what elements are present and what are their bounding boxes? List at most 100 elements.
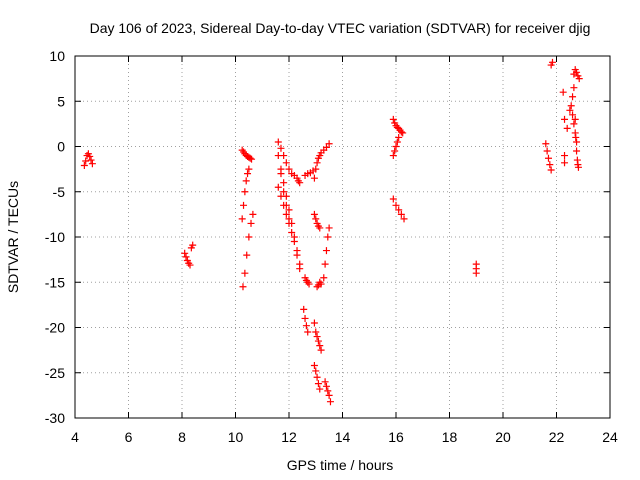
x-tick-label: 10 <box>228 429 244 445</box>
data-point <box>569 93 577 101</box>
grid-layer <box>75 56 610 418</box>
y-tick-label: -30 <box>45 410 65 426</box>
y-tick-label: -15 <box>45 274 65 290</box>
data-point <box>310 174 318 182</box>
data-point <box>317 346 325 354</box>
series-arc-24 <box>542 140 555 174</box>
data-point <box>238 215 246 223</box>
data-point <box>326 398 334 406</box>
series-arc-15 <box>310 319 325 354</box>
data-point <box>397 128 405 136</box>
data-point <box>573 138 581 146</box>
data-point <box>316 385 324 393</box>
data-point <box>293 251 301 259</box>
data-point <box>241 269 249 277</box>
data-point <box>316 224 324 232</box>
series-arc-01 <box>80 150 96 170</box>
data-point <box>324 387 332 395</box>
x-tick-label: 6 <box>125 429 133 445</box>
series-arc-09 <box>274 183 293 227</box>
series-arc-21 <box>389 133 403 160</box>
series-arc-04 <box>238 165 253 223</box>
data-point <box>571 115 579 123</box>
data-point <box>189 241 197 249</box>
data-point <box>244 170 252 178</box>
data-point <box>395 206 403 214</box>
series-arc-11 <box>301 274 313 288</box>
data-point <box>559 88 567 96</box>
data-point <box>393 138 401 146</box>
data-point <box>246 154 254 162</box>
data-point <box>389 195 397 203</box>
data-point <box>321 378 329 386</box>
data-point <box>313 373 321 381</box>
data-point <box>285 206 293 214</box>
data-point <box>245 233 253 241</box>
data-point <box>400 215 408 223</box>
x-tick-label: 18 <box>442 429 458 445</box>
data-point <box>572 133 580 141</box>
y-axis-label: SDTVAR / TECUs <box>5 181 21 293</box>
data-point <box>569 111 577 119</box>
point-layer <box>80 58 583 406</box>
data-point <box>321 260 329 268</box>
data-point <box>325 224 333 232</box>
data-point <box>300 305 308 313</box>
x-tick-label: 24 <box>602 429 618 445</box>
series-arc-16 <box>313 278 325 291</box>
data-point <box>397 210 405 218</box>
data-point <box>247 219 255 227</box>
data-point <box>322 382 330 390</box>
data-point <box>282 159 290 167</box>
y-tick-label: -20 <box>45 320 65 336</box>
data-point <box>312 328 320 336</box>
data-point <box>314 337 322 345</box>
data-point <box>304 328 312 336</box>
data-point <box>392 201 400 209</box>
data-point <box>181 249 189 257</box>
y-tick-label: -25 <box>45 365 65 381</box>
data-point <box>570 84 578 92</box>
data-point <box>574 163 582 171</box>
data-point <box>86 152 94 160</box>
data-point <box>277 144 285 152</box>
data-point <box>88 160 96 168</box>
data-point <box>239 283 247 291</box>
series-arc-29 <box>570 66 583 83</box>
data-point <box>186 261 194 269</box>
data-point <box>305 280 313 288</box>
data-point <box>242 177 250 185</box>
series-arc-13 <box>310 140 333 182</box>
data-point <box>296 179 304 187</box>
series-arc-10 <box>300 305 312 336</box>
data-point <box>544 154 552 162</box>
data-point <box>389 115 397 123</box>
x-axis-label: GPS time / hours <box>287 457 394 473</box>
data-point <box>392 143 400 150</box>
data-point <box>313 159 321 167</box>
data-point <box>310 210 318 218</box>
data-point <box>274 152 282 160</box>
x-tick-label: 16 <box>388 429 404 445</box>
series-arc-05 <box>239 210 257 291</box>
data-point <box>561 159 569 167</box>
data-point <box>296 265 304 273</box>
data-point <box>285 165 293 173</box>
series-arc-23 <box>472 260 480 277</box>
data-point <box>561 115 569 123</box>
data-point <box>395 133 403 141</box>
data-point <box>566 106 574 114</box>
data-point <box>472 269 480 277</box>
data-point <box>563 124 571 132</box>
data-point <box>543 147 551 155</box>
data-point <box>317 280 325 288</box>
x-tick-label: 20 <box>495 429 511 445</box>
data-point <box>322 247 330 255</box>
data-point <box>248 155 256 163</box>
data-point <box>249 210 257 218</box>
data-point <box>547 166 555 174</box>
data-point <box>542 140 550 148</box>
data-point <box>290 238 298 246</box>
data-point <box>573 68 581 76</box>
y-tick-label: 0 <box>57 139 65 155</box>
